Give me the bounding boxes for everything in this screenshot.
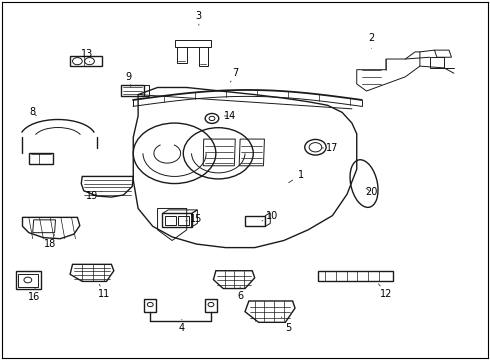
Bar bbox=[16, 271, 41, 288]
Text: 15: 15 bbox=[186, 214, 202, 224]
Text: 2: 2 bbox=[368, 33, 374, 48]
Text: 17: 17 bbox=[322, 143, 339, 153]
Bar bbox=[178, 216, 189, 225]
Bar bbox=[145, 299, 156, 312]
Text: 16: 16 bbox=[27, 288, 40, 302]
Bar bbox=[18, 274, 38, 287]
Text: 13: 13 bbox=[81, 49, 93, 62]
Bar bbox=[165, 216, 176, 225]
Text: 19: 19 bbox=[86, 191, 102, 201]
Text: 12: 12 bbox=[379, 284, 392, 299]
Text: 20: 20 bbox=[365, 188, 377, 197]
Text: 8: 8 bbox=[29, 107, 36, 117]
Text: 9: 9 bbox=[125, 72, 131, 87]
Text: 3: 3 bbox=[196, 11, 202, 25]
Bar bbox=[205, 299, 217, 312]
Text: 7: 7 bbox=[230, 68, 239, 82]
Text: 10: 10 bbox=[262, 211, 278, 221]
Text: 14: 14 bbox=[224, 111, 237, 121]
Text: 11: 11 bbox=[98, 284, 110, 299]
Text: 1: 1 bbox=[289, 170, 304, 183]
Text: 4: 4 bbox=[179, 319, 185, 333]
Text: 6: 6 bbox=[237, 287, 243, 301]
Text: 18: 18 bbox=[44, 234, 56, 249]
Bar bbox=[318, 271, 393, 282]
Text: 5: 5 bbox=[281, 317, 292, 333]
